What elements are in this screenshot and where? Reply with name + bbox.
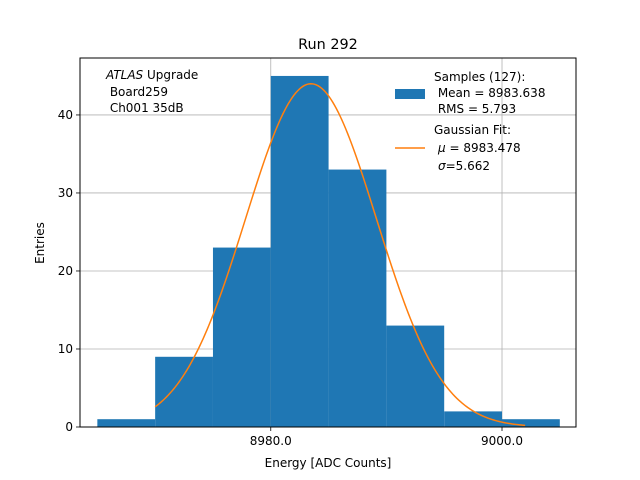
legend-samples-mean: Mean = 8983.638 xyxy=(434,86,545,100)
annotation-line-3: Ch001 35dB xyxy=(106,101,184,115)
annotation-line-1-rest: Upgrade xyxy=(143,68,198,82)
plot-frame xyxy=(79,57,577,428)
gaussian-fit-curve xyxy=(154,82,526,427)
y-axis-ticks: 0 10 20 30 40 xyxy=(58,108,80,434)
x-tick-label: 8980.0 xyxy=(250,434,292,448)
fit-curve-layer xyxy=(154,82,526,427)
y-axis-label: Entries xyxy=(33,222,47,264)
histogram-bar xyxy=(212,247,271,427)
annotation-experiment: ATLAS xyxy=(105,68,144,82)
histogram-bars xyxy=(97,75,560,427)
chart-title: Run 292 xyxy=(298,37,358,53)
legend-samples-swatch xyxy=(395,89,425,99)
legend-sigma-symbol: σ xyxy=(438,159,446,173)
legend-sigma-value: =5.662 xyxy=(446,159,490,173)
histogram-bar xyxy=(270,75,329,427)
x-tick-label: 9000.0 xyxy=(481,434,523,448)
y-tick-label: 20 xyxy=(58,264,73,278)
y-tick-label: 30 xyxy=(58,186,73,200)
x-axis-ticks: 8980.0 9000.0 xyxy=(250,427,523,448)
histogram-bar xyxy=(155,356,213,427)
legend-mu-value: = 8983.478 xyxy=(446,141,521,155)
legend: Samples (127): Mean = 8983.638 RMS = 5.7… xyxy=(395,70,545,173)
legend-fit-sigma: σ=5.662 xyxy=(438,159,490,173)
y-tick-label: 0 xyxy=(65,420,73,434)
legend-samples-rms: RMS = 5.793 xyxy=(434,102,516,116)
experiment-annotation: ATLAS Upgrade Board259 Ch001 35dB xyxy=(105,68,198,115)
histogram-bar xyxy=(97,419,156,427)
histogram-bar xyxy=(328,169,387,427)
legend-fit-title: Gaussian Fit: xyxy=(434,123,511,137)
annotation-line-2: Board259 xyxy=(106,85,168,99)
histogram-bar xyxy=(386,325,445,427)
x-axis-label: Energy [ADC Counts] xyxy=(265,456,392,470)
histogram-bar xyxy=(502,419,560,427)
histogram-bar xyxy=(444,411,503,427)
legend-mu-symbol: μ xyxy=(437,141,446,155)
y-tick-label: 10 xyxy=(58,342,73,356)
legend-fit-mu: μ = 8983.478 xyxy=(437,141,521,155)
y-tick-label: 40 xyxy=(58,108,73,122)
annotation-line-1: ATLAS Upgrade xyxy=(105,68,198,82)
legend-samples-title: Samples (127): xyxy=(434,70,525,84)
